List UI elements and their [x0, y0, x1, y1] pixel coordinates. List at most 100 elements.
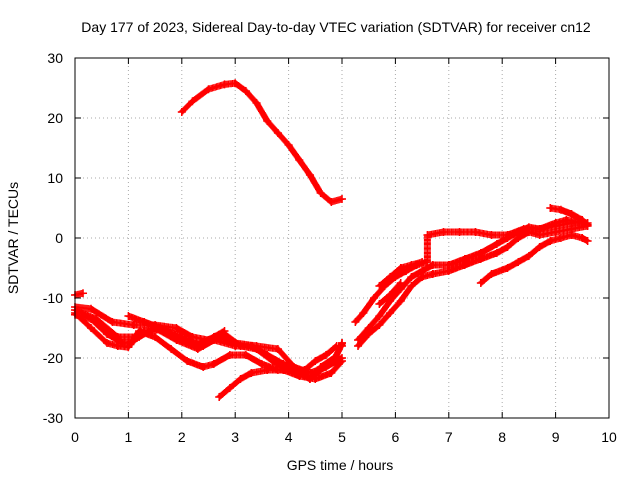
data-point [386, 273, 395, 281]
data-point [311, 375, 320, 383]
data-point [503, 264, 512, 272]
y-tick-label: 0 [55, 230, 63, 246]
data-point [188, 97, 197, 106]
x-tick-label: 4 [285, 429, 293, 445]
data-point [167, 345, 176, 353]
x-tick-label: 9 [552, 429, 560, 445]
data-point [546, 237, 555, 245]
data-point [321, 351, 330, 359]
data-point [257, 360, 266, 368]
data-point [316, 189, 325, 197]
data-point [487, 231, 496, 239]
data-point [375, 312, 384, 320]
data-point [329, 354, 338, 362]
data-point [273, 345, 282, 353]
data-point [578, 234, 587, 242]
data-point [503, 234, 512, 242]
data-point [455, 228, 464, 236]
series-line [477, 231, 592, 287]
data-point [386, 291, 395, 299]
data-point [231, 79, 240, 88]
x-tick-label: 6 [392, 429, 400, 445]
data-point [156, 324, 165, 332]
data-point [209, 333, 218, 341]
data-point [418, 267, 427, 275]
data-point [551, 219, 560, 227]
series-line [178, 79, 346, 206]
chart-title: Day 177 of 2023, Sidereal Day-to-day VTE… [81, 19, 591, 35]
data-point [108, 318, 117, 326]
data-point [396, 297, 405, 305]
grid [75, 58, 609, 418]
data-point [183, 357, 192, 365]
data-point [492, 249, 501, 257]
data-point [236, 342, 245, 350]
y-tick-label: -30 [43, 410, 63, 426]
data-point [124, 343, 133, 352]
data-point [487, 270, 496, 278]
data-point [140, 318, 149, 326]
y-tick-label: -20 [43, 350, 63, 366]
data-point [305, 171, 314, 179]
data-point [524, 223, 533, 232]
data-point [556, 205, 565, 214]
data-point [241, 351, 250, 359]
data-point [375, 321, 384, 329]
data-point [279, 366, 288, 374]
series-track-a [177, 79, 346, 206]
data-point [338, 195, 346, 203]
data-point [327, 198, 336, 206]
data-point [338, 357, 346, 365]
data-point [503, 243, 512, 251]
data-point [284, 141, 293, 149]
data-point [199, 363, 208, 371]
data-point [225, 384, 234, 392]
data-point [273, 129, 282, 137]
data-point [220, 327, 229, 335]
data-point [556, 234, 565, 242]
data-point [193, 340, 202, 349]
data-point [316, 363, 325, 371]
data-point [418, 258, 427, 266]
data-point [113, 342, 122, 350]
data-point [460, 255, 469, 263]
y-tick-label: 20 [47, 110, 63, 126]
data-point [92, 315, 101, 323]
data-point [562, 216, 571, 224]
x-tick-label: 8 [498, 429, 506, 445]
data-point [151, 333, 160, 341]
data-point [471, 228, 480, 236]
data-point [87, 304, 96, 313]
data-point [351, 318, 360, 326]
x-tick-label: 0 [71, 429, 79, 445]
data-point [295, 372, 304, 380]
data-point [439, 228, 448, 236]
data-point [386, 309, 395, 317]
series-track-o [546, 204, 592, 229]
data-point [241, 87, 250, 95]
data-point [252, 99, 261, 107]
data-point [177, 333, 186, 341]
data-point [535, 225, 544, 233]
data-point [423, 231, 432, 239]
data-point [87, 324, 96, 332]
data-point [263, 117, 272, 125]
data-point [300, 366, 309, 374]
data-point [268, 357, 277, 365]
data-point [428, 261, 437, 269]
data-point [578, 216, 587, 224]
data-point [492, 240, 501, 248]
data-point [535, 243, 544, 251]
data-point [129, 321, 138, 329]
data-point [124, 312, 133, 320]
y-tick-label: -10 [43, 290, 63, 306]
x-tick-label: 1 [125, 429, 133, 445]
series-line [71, 289, 87, 299]
data-point [476, 279, 485, 287]
data-point [583, 237, 592, 245]
series-track-m [375, 279, 405, 308]
data-point [204, 85, 213, 94]
data-point [79, 289, 88, 298]
series-track-n [476, 231, 592, 287]
